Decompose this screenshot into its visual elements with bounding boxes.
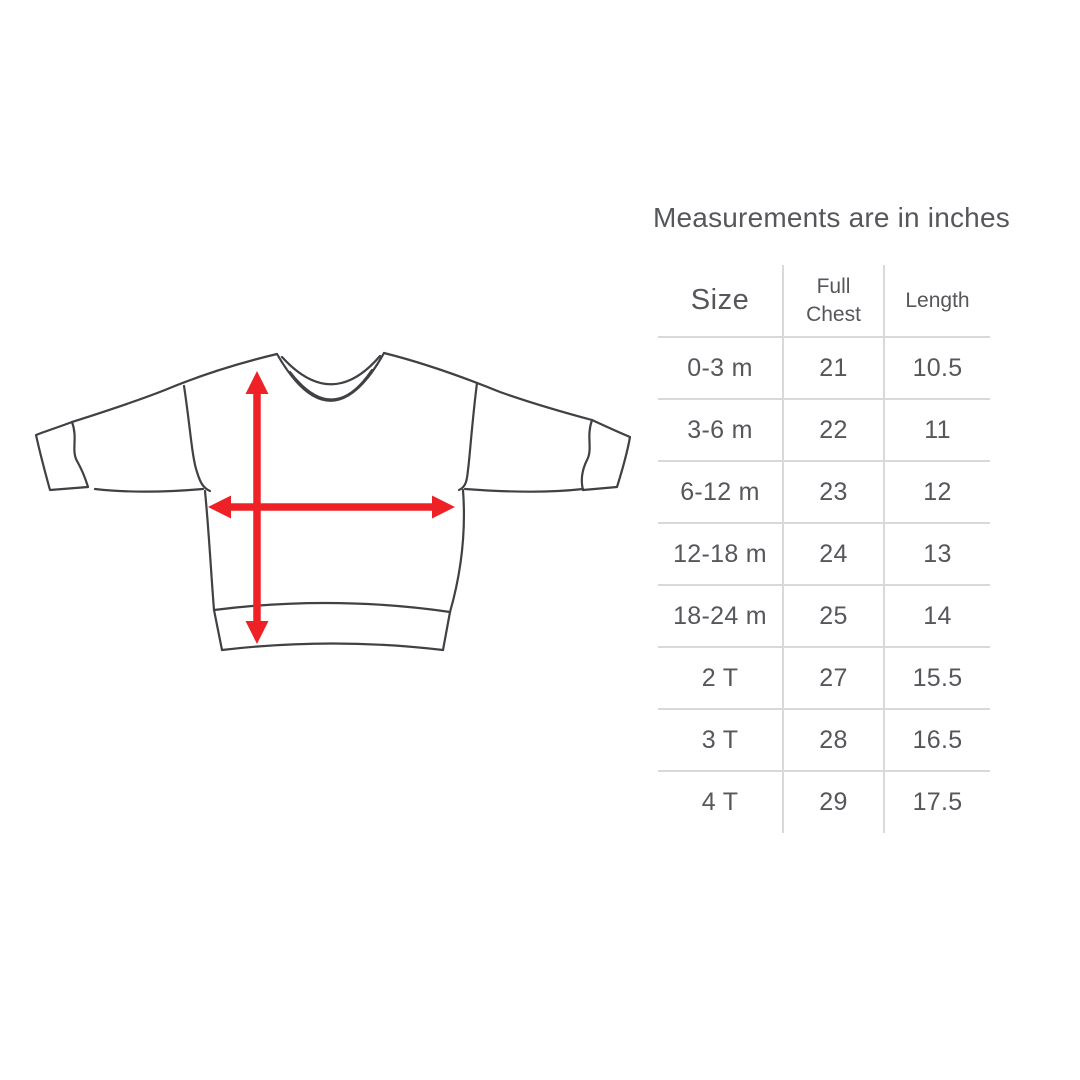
length-cell: 14	[884, 584, 990, 647]
length-cell: 17.5	[884, 770, 990, 833]
table-row: 18-24 m 25 14	[658, 584, 990, 647]
units-note: Measurements are in inches	[653, 202, 1010, 233]
right-shoulder-line	[382, 351, 594, 422]
length-cell: 10.5	[884, 336, 990, 399]
table-row: 3 T 28 16.5	[658, 708, 990, 771]
chest-arrow	[208, 495, 455, 519]
table-row: 4 T 29 17.5	[658, 770, 990, 833]
right-body-edge	[448, 488, 466, 614]
right-sleeve-bottom	[463, 487, 585, 493]
length-cell: 15.5	[884, 646, 990, 709]
table-row: 2 T 27 15.5	[658, 646, 990, 709]
table-row: 12-18 m 24 13	[658, 522, 990, 585]
full-chest-cell: 24	[782, 522, 885, 585]
left-sleeve-bottom	[93, 487, 205, 493]
right-sleeve-seam	[457, 381, 479, 492]
sweatshirt-diagram	[34, 351, 632, 652]
length-cell: 16.5	[884, 708, 990, 771]
right-cuff-outline	[581, 418, 632, 492]
full-chest-cell: 21	[782, 336, 885, 399]
hem-right-edge	[441, 610, 452, 652]
collar-fold-line	[288, 368, 374, 401]
collar-back-line	[280, 354, 382, 386]
table-row: 6-12 m 23 12	[658, 460, 990, 523]
full-chest-cell: 22	[782, 398, 885, 461]
left-body-edge	[203, 489, 216, 612]
hem-left-edge	[212, 608, 224, 652]
hem-bottom-line	[220, 642, 445, 652]
full-chest-cell: 29	[782, 770, 885, 833]
size-cell: 18-24 m	[658, 584, 783, 647]
full-chest-cell: 25	[782, 584, 885, 647]
sweatshirt-outline	[34, 351, 632, 652]
full-chest-cell: 27	[782, 646, 885, 709]
hem-top-line	[212, 601, 452, 614]
size-cell: 3 T	[658, 708, 783, 771]
size-cell: 0-3 m	[658, 336, 783, 399]
table-row: 0-3 m 21 10.5	[658, 336, 990, 399]
size-cell: 2 T	[658, 646, 783, 709]
length-cell: 13	[884, 522, 990, 585]
column-header-size: Size	[690, 284, 750, 316]
length-cell: 12	[884, 460, 990, 523]
size-cell: 12-18 m	[658, 522, 783, 585]
column-header-length: Length	[905, 288, 970, 312]
right-cuff-seam	[580, 418, 594, 492]
left-cuff-seam	[70, 420, 90, 489]
full-chest-cell: 23	[782, 460, 885, 523]
left-shoulder-line	[70, 352, 279, 424]
size-cell: 4 T	[658, 770, 783, 833]
table-row: 3-6 m 22 11	[658, 398, 990, 461]
length-cell: 11	[884, 398, 990, 461]
table-header-row: Size Full Chest Length	[658, 265, 990, 337]
full-chest-cell: 28	[782, 708, 885, 771]
left-sleeve-seam	[182, 384, 212, 493]
size-cell: 3-6 m	[658, 398, 783, 461]
size-cell: 6-12 m	[658, 460, 783, 523]
column-header-full-chest: Full Chest	[782, 265, 885, 337]
left-cuff-outline	[34, 420, 90, 492]
